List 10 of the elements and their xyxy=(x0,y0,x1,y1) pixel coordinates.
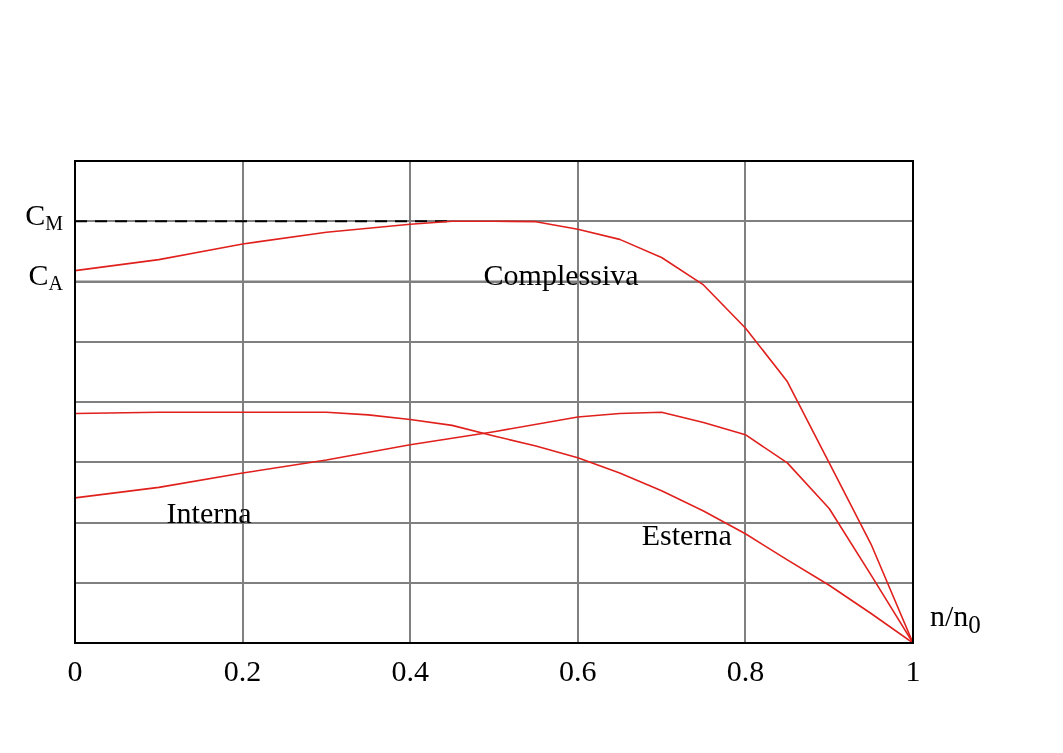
series-label: Complessiva xyxy=(483,258,639,292)
x-tick-label: 0.6 xyxy=(559,653,597,687)
x-tick-label: 0.8 xyxy=(726,653,765,687)
x-tick-label: 0.4 xyxy=(391,653,429,687)
x-tick-label: 1 xyxy=(905,653,921,687)
x-axis-title: n/n$_{0}$ xyxy=(930,599,981,640)
series-label: Esterna xyxy=(641,517,732,551)
x-tick-label: 0.2 xyxy=(223,653,262,687)
series-label: Interna xyxy=(166,495,252,529)
x-tick-label: 0 xyxy=(67,653,83,687)
